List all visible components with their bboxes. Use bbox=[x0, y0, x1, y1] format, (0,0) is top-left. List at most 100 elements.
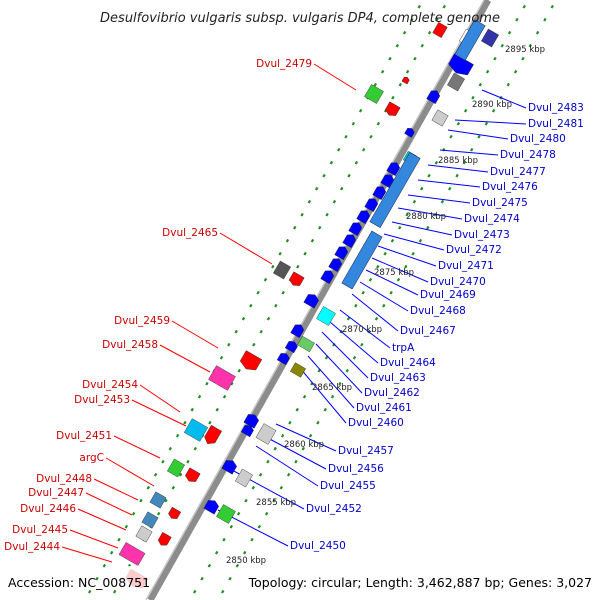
gene-feature bbox=[481, 28, 499, 48]
tick-dot bbox=[274, 303, 278, 308]
kbp-label: 2870 kbp bbox=[342, 325, 382, 335]
tick-dot bbox=[109, 550, 114, 555]
gene-label-left: Dvul_2465 bbox=[162, 227, 218, 239]
gene-label-right: Dvul_2480 bbox=[510, 133, 566, 145]
tick-dot bbox=[513, 69, 518, 74]
gene-feature bbox=[284, 341, 298, 354]
tick-dot bbox=[285, 238, 290, 243]
leader-line bbox=[371, 257, 429, 283]
leader-line bbox=[275, 423, 337, 452]
leader-line bbox=[454, 119, 527, 125]
tick-dot bbox=[491, 108, 496, 113]
tick-dot bbox=[303, 251, 307, 256]
tick-dot bbox=[197, 394, 202, 399]
gene-label-right: Dvul_2467 bbox=[400, 325, 456, 337]
tick-dot bbox=[258, 472, 263, 477]
tick-dot bbox=[237, 368, 241, 373]
leader-line bbox=[351, 293, 399, 332]
tick-dot bbox=[241, 316, 246, 321]
tick-dot bbox=[236, 511, 241, 516]
gene-label-right: Dvul_2456 bbox=[328, 463, 384, 475]
tick-dot bbox=[390, 238, 395, 243]
tick-dot bbox=[324, 355, 329, 360]
gene-feature bbox=[168, 506, 182, 519]
tick-dot bbox=[229, 524, 234, 529]
tick-dot bbox=[440, 199, 445, 204]
gene-feature bbox=[447, 72, 465, 92]
gene-label-right: Dvul_2450 bbox=[290, 540, 346, 552]
gene-label-left: Dvul_2458 bbox=[102, 339, 158, 351]
tick-dot bbox=[186, 459, 190, 464]
tick-dot bbox=[117, 537, 121, 542]
tick-dot bbox=[404, 264, 408, 269]
tick-dot bbox=[550, 4, 554, 9]
tick-dot bbox=[358, 108, 363, 113]
tick-dot bbox=[221, 589, 225, 594]
tick-dot bbox=[263, 277, 268, 282]
tick-dot bbox=[249, 303, 253, 308]
kbp-labels: 2895 kbp 2890 kbp 2885 kbp 2880 kbp 2875 kbp… bbox=[226, 45, 545, 566]
tick-dot bbox=[227, 342, 231, 347]
gene-feature bbox=[380, 174, 395, 188]
gene-label-right: Dvul_2460 bbox=[348, 417, 404, 429]
leader-line bbox=[159, 344, 211, 373]
tick-dot bbox=[308, 433, 313, 438]
tick-dot bbox=[207, 563, 212, 568]
tick-dot bbox=[351, 121, 356, 126]
gene-feature bbox=[364, 84, 384, 104]
tick-dot bbox=[420, 43, 424, 48]
gene-feature bbox=[141, 511, 159, 529]
tick-dot bbox=[200, 576, 204, 581]
tick-dot bbox=[325, 212, 329, 217]
tick-dot bbox=[332, 199, 337, 204]
gene-label-left: Dvul_2454 bbox=[82, 379, 138, 391]
map-title: Desulfovibrio vulgaris subsp. vulgaris D… bbox=[100, 11, 500, 26]
leader-line bbox=[219, 232, 273, 265]
gene-label-right: Dvul_2478 bbox=[500, 149, 556, 161]
gene-features bbox=[118, 19, 499, 589]
tick-dot bbox=[515, 17, 519, 22]
tick-dot bbox=[215, 407, 219, 412]
tick-dot bbox=[205, 381, 209, 386]
tick-dot bbox=[434, 160, 439, 165]
tick-dot bbox=[171, 485, 175, 490]
tick-dot bbox=[361, 290, 365, 295]
gene-feature bbox=[255, 423, 277, 445]
tick-dot bbox=[345, 368, 349, 373]
leader-line bbox=[417, 179, 481, 188]
gene-label-right: Dvul_2477 bbox=[490, 166, 546, 178]
tick-dot bbox=[388, 56, 392, 61]
gene-feature bbox=[203, 500, 219, 515]
leader-line bbox=[481, 89, 527, 109]
tick-dot bbox=[219, 355, 224, 360]
gene-feature bbox=[289, 271, 305, 286]
leader-line bbox=[113, 435, 161, 459]
leader-line bbox=[61, 546, 113, 563]
tick-dot bbox=[322, 173, 326, 178]
gene-label-left: Dvul_2451 bbox=[56, 430, 112, 442]
gene-feature bbox=[320, 270, 335, 284]
tick-dot bbox=[448, 186, 452, 191]
tick-dot bbox=[389, 290, 393, 295]
kbp-label: 2860 kbp bbox=[284, 440, 324, 450]
gene-feature bbox=[431, 109, 449, 127]
tick-dot bbox=[266, 459, 270, 464]
gene-label-right: Dvul_2464 bbox=[380, 357, 436, 369]
tick-dot bbox=[256, 290, 260, 295]
gene-feature bbox=[401, 76, 410, 85]
gene-label-right: Dvul_2469 bbox=[420, 289, 476, 301]
tick-dot bbox=[250, 537, 254, 542]
tick-dot bbox=[398, 82, 403, 87]
tick-dot bbox=[281, 290, 285, 295]
gene-label-right: Dvul_2462 bbox=[364, 387, 420, 399]
gene-label-left: Dvul_2453 bbox=[74, 394, 130, 406]
tick-dot bbox=[484, 121, 489, 126]
leader-line bbox=[313, 63, 357, 91]
gene-feature bbox=[404, 128, 415, 138]
tick-dot bbox=[449, 134, 453, 139]
tick-dot bbox=[329, 160, 334, 165]
tick-dot bbox=[244, 498, 248, 503]
tick-dot bbox=[354, 303, 358, 308]
leader-line bbox=[315, 343, 363, 394]
tick-dot bbox=[369, 134, 373, 139]
